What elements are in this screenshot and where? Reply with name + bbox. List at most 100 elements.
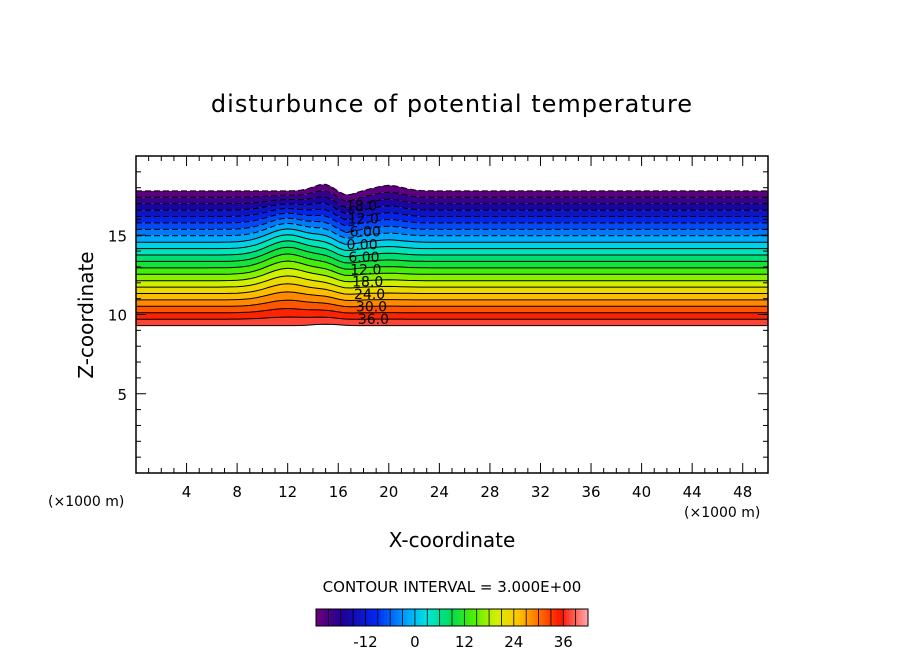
colorbar-cell xyxy=(365,609,369,626)
contour-band xyxy=(136,308,768,320)
contour-line xyxy=(136,202,768,214)
colorbar-cell xyxy=(550,609,555,626)
colorbar-cell xyxy=(455,609,459,626)
colorbar-cell xyxy=(359,609,363,626)
colorbar-cell xyxy=(501,609,505,626)
contour-band xyxy=(136,291,768,307)
colorbar-tick-labels: -12 0 12 24 36 xyxy=(353,633,573,651)
colorbar-cell xyxy=(470,609,475,626)
contour-band xyxy=(136,184,768,201)
colorbar-cell xyxy=(560,609,564,626)
colorbar-cell xyxy=(584,609,589,626)
colorbar-cell xyxy=(393,609,397,626)
contour-line xyxy=(136,246,768,264)
colorbar-cell xyxy=(547,609,552,626)
colorbar-cell xyxy=(328,609,332,626)
x-tick-label: 48 xyxy=(733,483,752,501)
contour-line xyxy=(136,253,768,270)
contour-line xyxy=(136,212,768,227)
colorbar-cell xyxy=(516,609,521,626)
x-tick-label: 32 xyxy=(531,483,550,501)
contour-line xyxy=(136,299,768,308)
contour-band xyxy=(136,247,768,270)
colorbar-cell xyxy=(436,609,441,626)
contour-line xyxy=(136,217,768,233)
contour-band xyxy=(136,275,768,295)
colorbar-cell xyxy=(414,609,419,626)
contour-interval-label: CONTOUR INTERVAL = 3.000E+00 xyxy=(323,578,582,596)
colorbar-cell xyxy=(334,609,339,626)
contour-line xyxy=(136,283,768,295)
colorbar-cell xyxy=(495,609,499,626)
contour-label: 6.00 xyxy=(348,250,379,266)
colorbar-cell xyxy=(461,609,465,626)
colorbar-cell xyxy=(356,609,360,626)
colorbar-cell xyxy=(479,609,484,626)
contour-band xyxy=(136,317,768,326)
colorbar-cell xyxy=(353,609,357,626)
colorbar-cell xyxy=(448,609,453,626)
colorbar-cell xyxy=(439,609,444,626)
contour-line xyxy=(136,207,768,220)
contour-line xyxy=(136,196,768,208)
x-axis-ticks: 4 8 12 16 20 24 28 32 36 40 44 48 xyxy=(148,156,756,501)
colorbar xyxy=(315,608,589,627)
x-tick-label: 4 xyxy=(182,483,192,501)
colorbar-cell xyxy=(520,609,524,626)
x-tick-label: 40 xyxy=(632,483,651,501)
contour-label: 18.0 xyxy=(352,275,383,291)
colorbar-cell xyxy=(408,609,413,626)
contour-band xyxy=(136,213,768,232)
contour-band xyxy=(136,197,768,214)
contour-line xyxy=(136,316,768,320)
contour-band xyxy=(136,203,768,220)
colorbar-tick-label: -12 xyxy=(353,633,378,651)
contour-label: 36.0 xyxy=(358,312,389,328)
contour-line xyxy=(136,323,768,327)
colorbar-cell xyxy=(405,609,410,626)
contour-band xyxy=(136,208,768,226)
colorbar-tick-label: 24 xyxy=(504,633,523,651)
colorbar-cell xyxy=(510,609,515,626)
colorbar-cell xyxy=(467,609,471,626)
colorbar-cell xyxy=(421,609,425,626)
colorbar-cell xyxy=(418,609,422,626)
contour-line xyxy=(136,190,768,202)
colorbar-cell xyxy=(498,609,502,626)
x-axis-title: X-coordinate xyxy=(389,528,516,552)
x-unit-label-right: (×1000 m) xyxy=(684,505,760,521)
x-tick-label: 28 xyxy=(480,483,499,501)
colorbar-cell xyxy=(325,609,329,626)
contour-line xyxy=(136,228,768,245)
contour-line xyxy=(136,240,768,258)
contour-band xyxy=(136,240,768,263)
colorbar-cell xyxy=(566,609,570,626)
colorbar-cell xyxy=(572,609,577,626)
colorbar-cell xyxy=(402,609,407,626)
y-tick-label: 10 xyxy=(108,307,127,325)
colorbar-cell xyxy=(362,609,366,626)
colorbar-cell xyxy=(473,609,478,626)
x-tick-label: 12 xyxy=(278,483,297,501)
colorbar-cell xyxy=(390,609,394,626)
contour-band xyxy=(136,228,768,251)
contour-label: -6.00 xyxy=(345,225,381,241)
colorbar-cell xyxy=(371,609,376,626)
y-tick-label: 15 xyxy=(108,227,127,245)
contour-label: -12.0 xyxy=(343,212,379,228)
contour-line xyxy=(136,291,768,302)
colorbar-cell xyxy=(427,609,431,626)
colorbar-cell xyxy=(331,609,335,626)
colorbar-cell xyxy=(316,609,320,626)
colorbar-cell xyxy=(442,609,447,626)
colorbar-cell xyxy=(526,609,530,626)
colorbar-cell xyxy=(337,609,342,626)
colorbar-cell xyxy=(399,609,403,626)
colorbar-cell xyxy=(507,609,512,626)
colorbar-cell xyxy=(346,609,351,626)
colorbar-cell xyxy=(384,609,388,626)
contour-label: 12.0 xyxy=(350,262,381,278)
y-tick-label: 5 xyxy=(117,386,127,404)
colorbar-cell xyxy=(529,609,533,626)
colorbar-cell xyxy=(387,609,391,626)
